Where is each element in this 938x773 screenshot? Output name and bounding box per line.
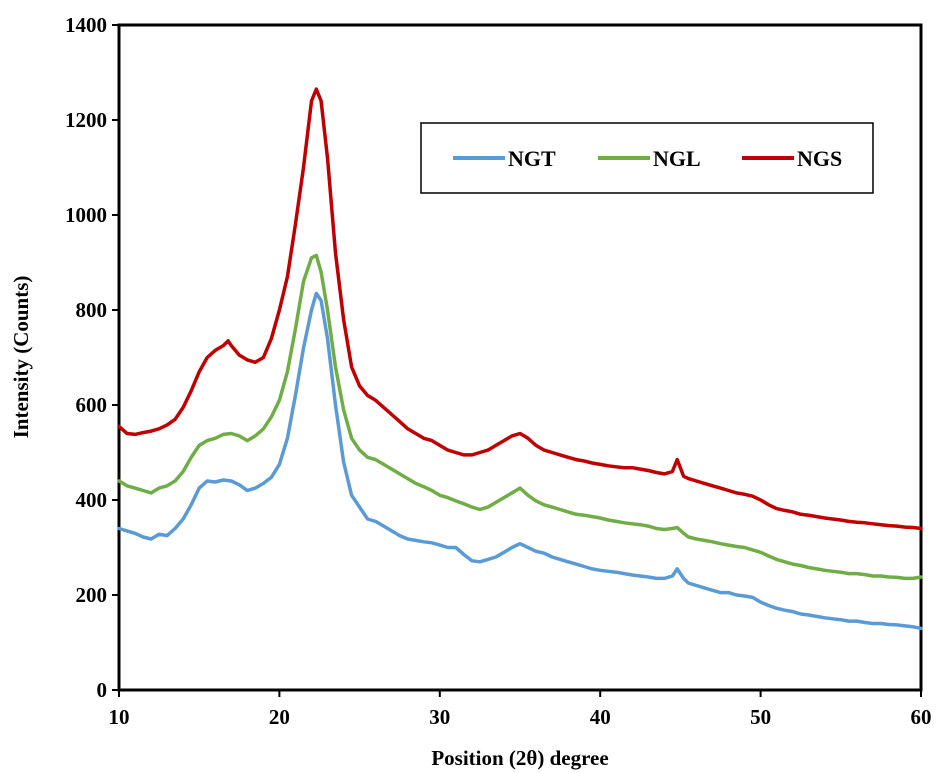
y-tick-label: 1400 xyxy=(65,13,107,37)
x-tick-label: 40 xyxy=(590,705,611,729)
y-axis-ticks: 0 200 400 600 800 1000 1200 1400 xyxy=(65,13,119,702)
x-tick-label: 10 xyxy=(109,705,130,729)
plot-area-frame xyxy=(117,23,923,692)
legend-label-ngt: NGT xyxy=(508,146,556,171)
y-tick-label: 200 xyxy=(76,583,108,607)
y-axis-title: Intensity (Counts) xyxy=(9,276,33,439)
y-tick-label: 600 xyxy=(76,393,108,417)
series-line-ngt xyxy=(117,291,923,631)
legend-label-ngl: NGL xyxy=(653,146,701,171)
series-line-ngs xyxy=(117,87,923,531)
x-tick-label: 50 xyxy=(750,705,771,729)
x-axis-ticks: 10 20 30 40 50 60 xyxy=(109,690,932,729)
legend: NGT NGL NGS xyxy=(420,122,874,194)
x-tick-label: 60 xyxy=(911,705,932,729)
legend-label-ngs: NGS xyxy=(797,146,842,171)
y-tick-label: 1200 xyxy=(65,108,107,132)
x-tick-label: 20 xyxy=(269,705,290,729)
y-tick-label: 0 xyxy=(97,678,108,702)
x-tick-label: 30 xyxy=(429,705,450,729)
series-line-ngl xyxy=(117,253,923,581)
series-lines xyxy=(117,87,923,631)
y-tick-label: 400 xyxy=(76,488,108,512)
y-tick-label: 800 xyxy=(76,298,108,322)
y-tick-label: 1000 xyxy=(65,203,107,227)
x-axis-title: Position (2θ) degree xyxy=(431,746,608,770)
